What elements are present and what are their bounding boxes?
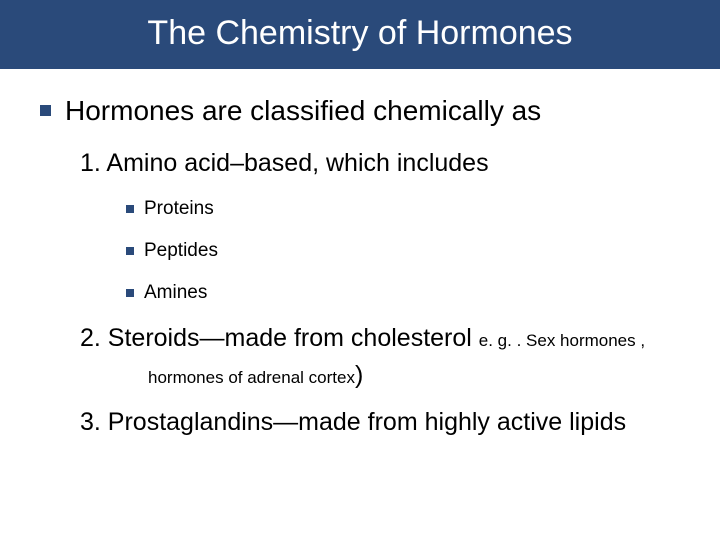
square-bullet-icon (126, 205, 134, 213)
bullet-level3: Amines (126, 282, 680, 304)
item1-sub-c: Amines (144, 282, 207, 304)
slide-title: The Chemistry of Hormones (0, 14, 720, 53)
item2-small1: e. g. . Sex hormones , (479, 331, 645, 350)
bullet-level3: Peptides (126, 240, 680, 262)
slide: The Chemistry of Hormones Hormones are c… (0, 0, 720, 540)
numbered-item-2: 2. Steroids—made from cholesterol e. g. … (80, 324, 680, 390)
l1-text: Hormones are classified chemically as (65, 95, 541, 127)
numbered-item-1: 1. Amino acid–based, which includes (80, 149, 680, 178)
bullet-level3: Proteins (126, 198, 680, 220)
bullet-level1: Hormones are classified chemically as (40, 95, 680, 127)
square-bullet-icon (40, 105, 51, 116)
square-bullet-icon (126, 247, 134, 255)
item2-paren: ) (355, 361, 363, 389)
slide-content: Hormones are classified chemically as 1.… (0, 69, 720, 437)
square-bullet-icon (126, 289, 134, 297)
item2-main: 2. Steroids—made from cholesterol (80, 324, 479, 352)
item1-text: 1. Amino acid–based, which includes (80, 149, 489, 177)
item1-sub-b: Peptides (144, 240, 218, 262)
item2-small2: hormones of adrenal cortex (148, 368, 355, 387)
numbered-item-3: 3. Prostaglandins—made from highly activ… (80, 408, 680, 437)
title-bar: The Chemistry of Hormones (0, 0, 720, 69)
item1-sub-a: Proteins (144, 198, 214, 220)
item2-line2: hormones of adrenal cortex) (148, 361, 680, 390)
item3-text: 3. Prostaglandins—made from highly activ… (80, 408, 626, 436)
